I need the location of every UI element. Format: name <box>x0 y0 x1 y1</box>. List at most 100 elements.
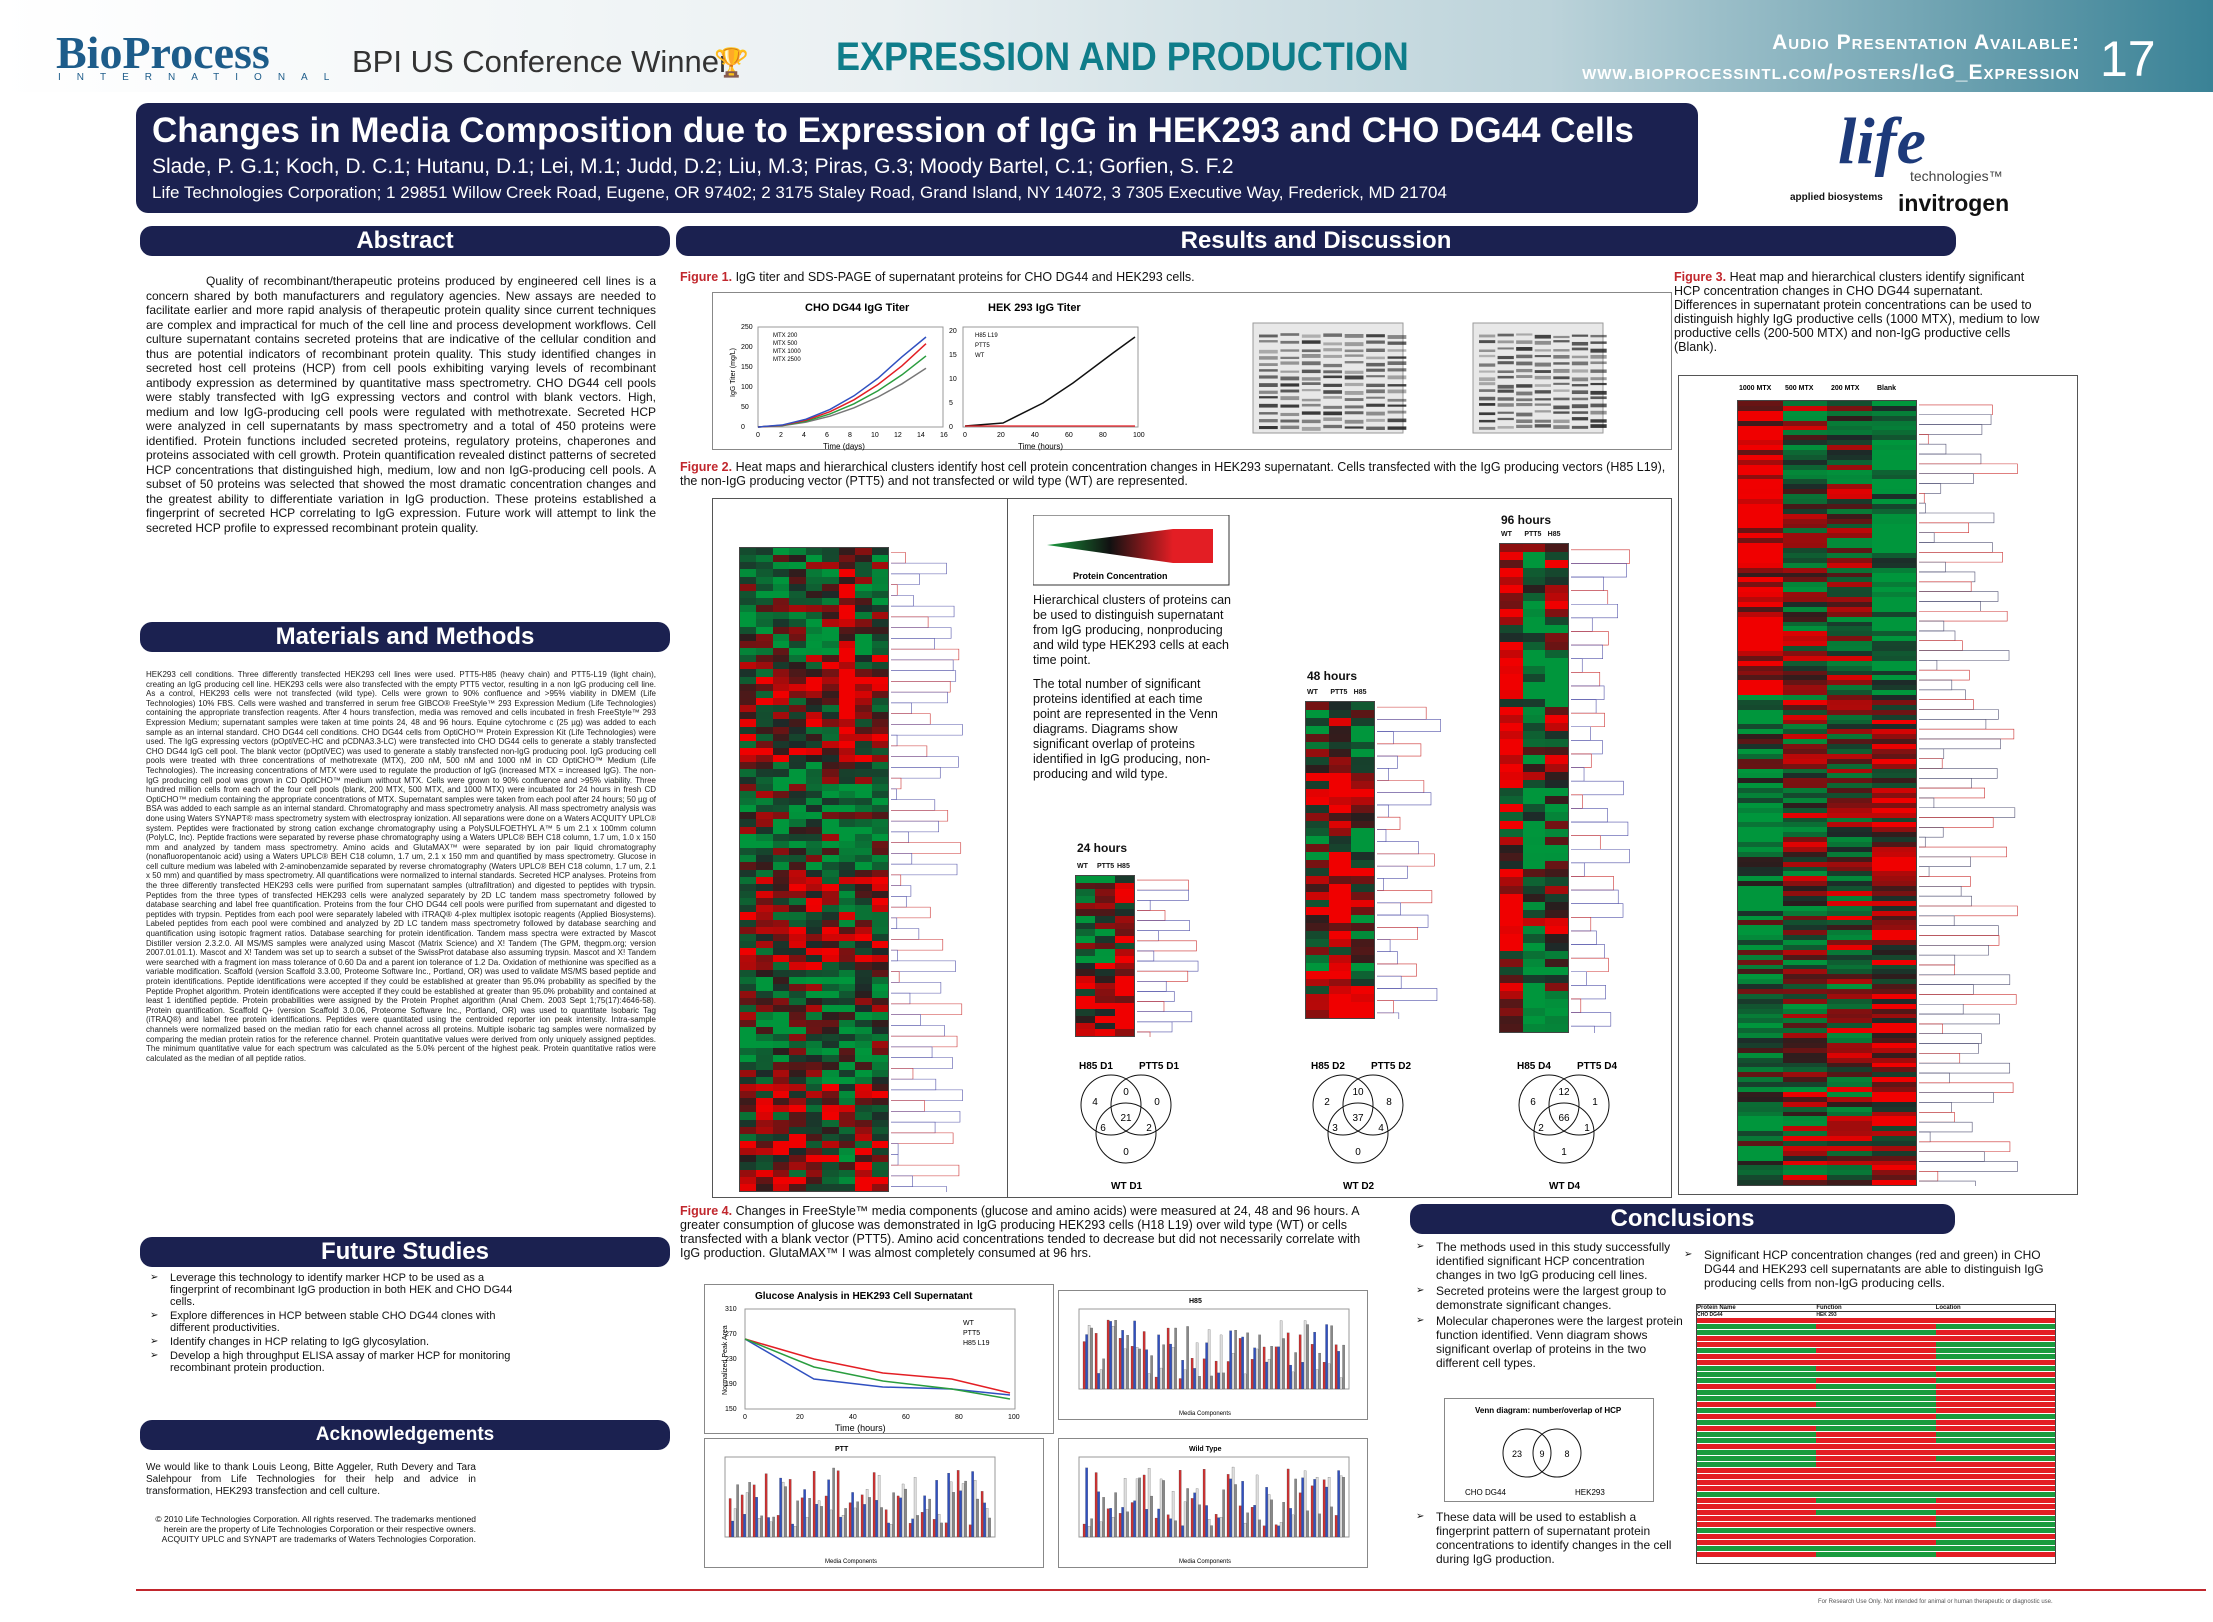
dendrogram-branch <box>891 863 958 876</box>
heatmap-cell <box>772 883 790 891</box>
dendrogram-branch <box>891 713 931 725</box>
table-cell <box>1816 1336 1936 1342</box>
heatmap-cell <box>1738 459 1783 465</box>
cho-dendrogram <box>1919 404 2018 1186</box>
heatmap-cell <box>1827 719 1872 725</box>
heatmap-cell <box>1827 1087 1872 1092</box>
heatmap-cell <box>1871 856 1916 862</box>
conference-winner: BPI US Conference Winner <box>352 44 730 79</box>
heatmap-cell <box>1871 1180 1916 1185</box>
table-row <box>1697 1534 2055 1540</box>
heatmap-cell <box>1871 543 1916 548</box>
heatmap-cell <box>1738 1067 1783 1073</box>
heatmap-cell <box>1827 587 1872 593</box>
heatmap-cell <box>805 983 823 991</box>
heatmap-cell <box>855 748 872 756</box>
gel-band <box>1366 411 1385 416</box>
table-cell <box>1935 1342 2055 1348</box>
heatmap-cell <box>1114 915 1134 923</box>
heatmap-cell <box>1782 724 1827 730</box>
heatmap-cell <box>740 619 757 627</box>
dendrogram-branch <box>1137 910 1166 921</box>
heatmap-cell <box>805 905 823 913</box>
heatmap-cell <box>838 576 856 584</box>
heatmap-cell <box>1522 560 1546 569</box>
heatmap-cell <box>1871 567 1916 573</box>
dendrogram-branch <box>1919 905 2018 917</box>
heatmap-cell <box>740 919 757 927</box>
gel-band <box>1366 396 1385 399</box>
table-cell <box>1816 1456 1936 1462</box>
heatmap-cell <box>1871 435 1916 441</box>
bar-mark <box>1342 1477 1345 1538</box>
heatmap-cell <box>1782 621 1827 627</box>
heatmap-cell <box>871 1162 888 1170</box>
heatmap-cell <box>871 690 888 699</box>
heatmap-cell <box>772 798 790 806</box>
heatmap-cell <box>871 1126 888 1134</box>
venn-circle <box>1502 1428 1552 1478</box>
table-row <box>1697 1468 2055 1474</box>
bar-mark <box>815 1503 818 1538</box>
heatmap-cell <box>1782 1052 1827 1058</box>
gel-band <box>1590 382 1607 386</box>
fig2-caption: Figure 2. Heat maps and hierarchical clu… <box>680 460 1680 488</box>
heatmap-cell <box>855 998 872 1006</box>
heatmap-cell <box>838 590 856 598</box>
heatmap-cell <box>805 955 823 963</box>
heatmap-cell <box>1827 940 1872 945</box>
heatmap-cell <box>1871 503 1916 509</box>
heatmap-cell <box>1871 1038 1916 1043</box>
heatmap-cell <box>822 1055 839 1063</box>
heatmap-cell <box>805 812 823 820</box>
heatmap-cell <box>1328 962 1352 971</box>
dendrogram-branch <box>1571 753 1592 768</box>
heatmap-cell <box>772 740 790 749</box>
table-row <box>1697 1402 2055 1408</box>
heatmap-cell <box>1782 650 1827 656</box>
table-cell <box>1935 1390 2055 1396</box>
heatmap-cell <box>1095 876 1115 883</box>
heatmap-cell <box>1522 641 1546 650</box>
heatmap-cell <box>1522 804 1546 813</box>
heatmap-cell <box>789 976 806 984</box>
heatmap-cell <box>871 698 888 706</box>
heatmap-cell <box>1738 891 1783 896</box>
heatmap-cell <box>772 783 790 791</box>
gel-band <box>1301 398 1321 402</box>
heatmap-cell <box>1328 741 1352 750</box>
heatmap-cell <box>822 690 839 699</box>
heatmap-cell <box>1351 828 1374 837</box>
heatmap-cell <box>1545 853 1568 862</box>
heatmap-cell <box>805 819 823 827</box>
cho-legend-entry: MTX 1000 <box>773 349 801 355</box>
heatmap-cell <box>1871 1131 1916 1136</box>
heatmap-cell <box>756 905 773 913</box>
bar-mark <box>911 1518 914 1538</box>
audio-link[interactable]: www.bioprocessintl.com/posters/IgG_Expre… <box>1582 61 2080 84</box>
heatmap-cell <box>838 898 856 906</box>
heatmap-cell <box>1545 657 1568 666</box>
heatmap-48h <box>1305 701 1375 1019</box>
heatmap-cell <box>822 633 839 641</box>
dendrogram-branch <box>1919 1161 2018 1172</box>
heatmap-cell <box>1351 875 1374 884</box>
heatmap-column-label: H85 <box>1117 863 1130 870</box>
heatmap-cell <box>1782 459 1827 465</box>
heatmap-cell <box>805 869 823 877</box>
life-logo: life <box>1838 105 1926 178</box>
heatmap-cell <box>822 798 839 806</box>
cho-xtick: 4 <box>802 432 806 439</box>
heatmap-cell <box>838 983 856 991</box>
venn-count: 1 <box>1561 1147 1567 1158</box>
bar-mark <box>1265 1487 1268 1538</box>
heatmap-cell <box>1328 899 1352 908</box>
heatmap-cell <box>1095 995 1115 1003</box>
table-cell <box>1935 1336 2055 1342</box>
heatmap-cell <box>1545 975 1568 984</box>
heatmap-cell <box>805 748 823 756</box>
bar-mark <box>1121 1330 1124 1390</box>
dendrogram-branch <box>891 1143 899 1155</box>
heatmap-cell <box>1871 690 1916 695</box>
heatmap-cell <box>1545 918 1568 927</box>
